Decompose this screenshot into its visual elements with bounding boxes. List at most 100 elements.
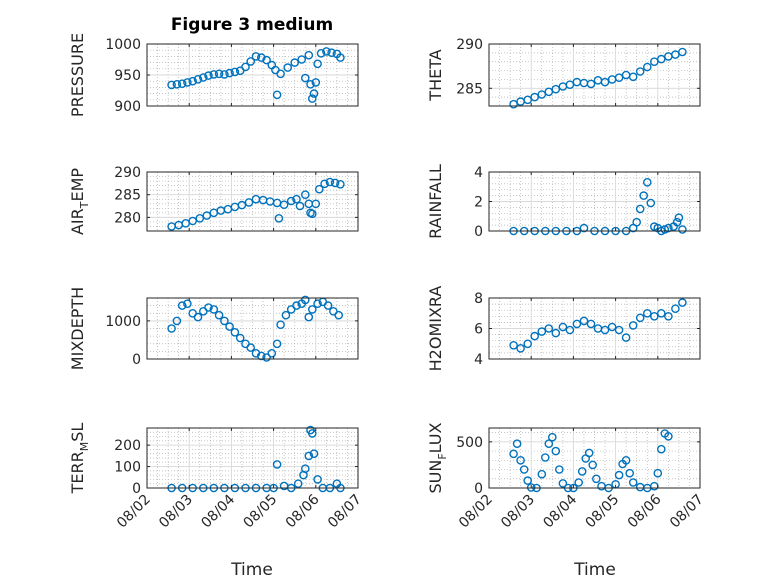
data-point — [272, 339, 282, 349]
data-point — [657, 444, 666, 454]
x-tick-label: 08/07 — [667, 492, 707, 532]
data-point — [195, 213, 205, 223]
data-point — [678, 225, 687, 234]
subplot-8: 08/02 08/03 08/04 08/05 08/06 08/07 0 500 SUNFLU… — [426, 422, 707, 531]
data-point — [281, 310, 291, 320]
data-point — [309, 449, 319, 459]
data-point — [600, 325, 610, 335]
data-point — [311, 78, 321, 87]
data-point — [639, 191, 649, 200]
y-axis-label: H2OMIXRA — [426, 286, 445, 372]
data-point — [297, 55, 307, 64]
data-point — [267, 348, 277, 358]
data-point — [225, 68, 234, 78]
data-point — [544, 439, 554, 449]
data-point — [523, 476, 533, 485]
data-point — [678, 298, 687, 307]
y-tick-label: 0 — [474, 224, 483, 240]
data-point — [188, 216, 197, 226]
subplot-6: 4 6 8 H2OMIXRA — [426, 286, 701, 372]
data-point — [607, 322, 617, 332]
data-point — [293, 479, 303, 489]
y-tick-label: 285 — [114, 188, 141, 204]
data-point — [643, 177, 652, 187]
data-point — [320, 179, 329, 189]
data-point — [230, 67, 240, 77]
series-points — [509, 298, 687, 353]
axes-box — [488, 427, 701, 489]
y-tick-label: 200 — [114, 438, 141, 454]
data-point — [290, 58, 300, 67]
data-point — [574, 478, 584, 487]
data-point — [313, 299, 322, 309]
data-point — [537, 90, 547, 99]
data-point — [193, 312, 203, 322]
data-point — [584, 448, 594, 458]
data-point — [664, 431, 673, 441]
data-point — [262, 55, 271, 65]
data-point — [262, 353, 271, 362]
data-point — [523, 339, 533, 349]
data-point — [600, 77, 610, 87]
data-point — [230, 327, 240, 337]
data-point — [177, 301, 187, 310]
data-point — [276, 69, 285, 79]
data-point — [678, 47, 687, 57]
y-tick-label: 280 — [114, 210, 141, 226]
data-point — [313, 59, 322, 69]
figure-title: Figure 3 medium — [171, 15, 333, 35]
data-point — [188, 76, 197, 86]
y-tick-label: 4 — [474, 165, 483, 181]
data-point — [272, 90, 282, 100]
x-tick-label: 08/07 — [325, 492, 365, 532]
y-axis-label-rest: SL — [68, 423, 87, 442]
data-point — [172, 80, 182, 89]
data-point — [643, 308, 652, 318]
data-point — [276, 320, 285, 330]
x-tick-label: 08/03 — [498, 492, 538, 532]
data-point — [325, 177, 335, 187]
data-point — [209, 305, 219, 314]
data-point — [509, 449, 518, 459]
y-axis-label-main: TERR — [68, 451, 87, 494]
data-point — [204, 303, 213, 312]
data-point — [292, 301, 301, 310]
data-point — [334, 310, 344, 320]
series-points — [509, 429, 673, 493]
data-point — [614, 73, 624, 82]
data-point — [628, 321, 638, 330]
data-point — [235, 333, 245, 343]
data-point — [664, 223, 673, 233]
data-point — [516, 455, 525, 465]
data-point — [304, 451, 314, 461]
y-tick-label: 0 — [474, 481, 483, 497]
y-axis-label-main: SUN — [426, 460, 445, 494]
y-axis-label: MIXDEPTH — [68, 287, 87, 370]
data-point — [307, 429, 317, 438]
y-axis-label-subscript: M — [78, 442, 91, 452]
data-point — [558, 322, 568, 332]
data-point — [193, 75, 203, 84]
data-point — [646, 198, 656, 208]
series-points — [167, 295, 344, 362]
subplot-3: 280 285 290 AIRTEMP — [68, 165, 359, 235]
data-point — [650, 311, 659, 321]
data-point — [621, 455, 631, 465]
y-tick-label: 290 — [456, 37, 483, 53]
data-point — [246, 343, 255, 352]
y-axis-label-rest: LUX — [426, 422, 445, 453]
y-tick-label: 100 — [114, 460, 141, 476]
x-axis-label-left: Time — [230, 560, 273, 580]
data-point — [274, 213, 284, 223]
x-tick-label: 08/02 — [456, 492, 496, 532]
data-point — [635, 313, 645, 323]
data-point — [283, 63, 293, 72]
data-point — [558, 479, 568, 488]
y-axis-label: SUNFLUX — [426, 422, 449, 493]
data-point — [306, 80, 315, 89]
data-point — [304, 50, 314, 60]
y-axis-label: AIRTEMP — [68, 168, 91, 235]
data-point — [279, 200, 289, 209]
y-tick-label: 2 — [474, 195, 483, 211]
data-point — [316, 49, 326, 58]
